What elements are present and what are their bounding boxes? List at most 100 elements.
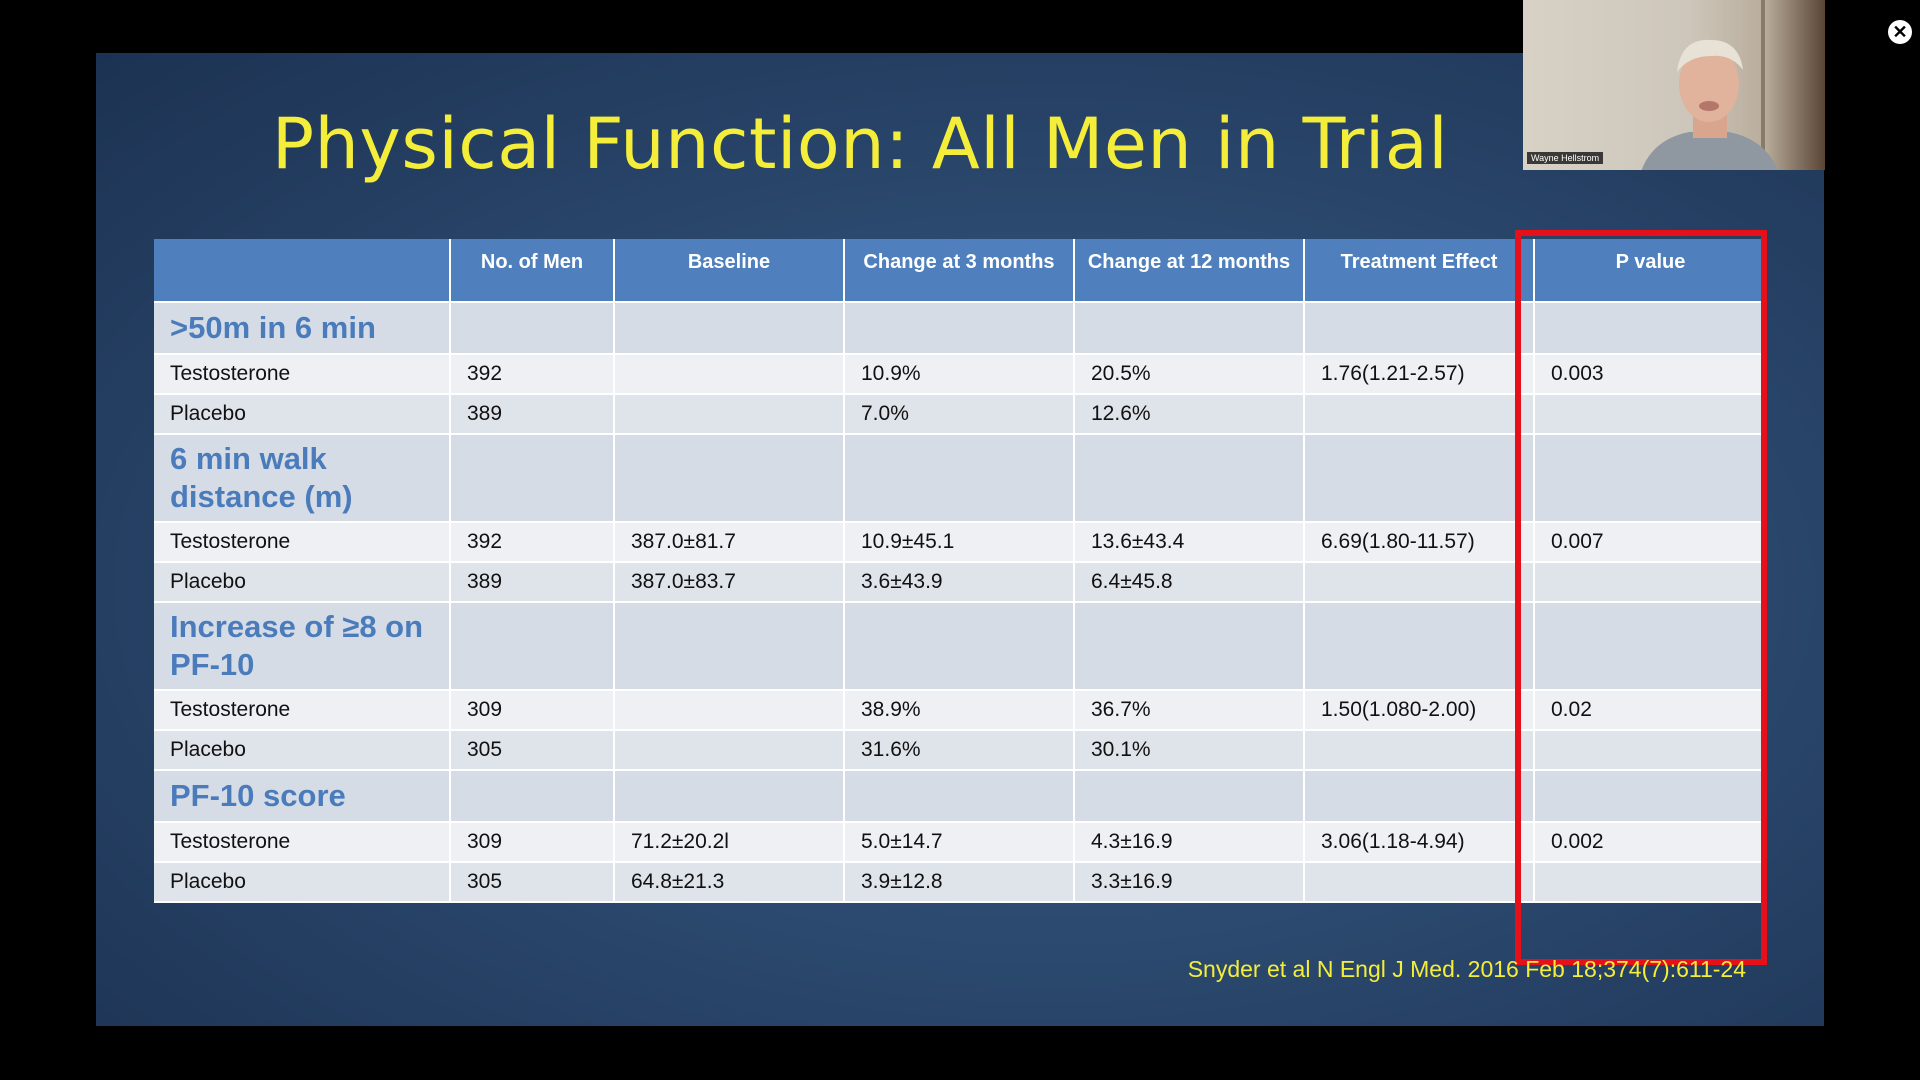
header-cell: No. of Men — [450, 239, 615, 303]
header-cell: Baseline — [614, 239, 845, 303]
header-cell: Treatment Effect — [1304, 239, 1535, 303]
table-row: Placebo 389 7.0% 12.6% — [154, 394, 1766, 435]
table-row: Placebo 389 387.0±83.7 3.6±43.9 6.4±45.8 — [154, 562, 1766, 603]
table-cell: 6.69(1.80-11.57) — [1304, 522, 1535, 563]
table-cell: 4.3±16.9 — [1074, 822, 1305, 863]
empty-cell — [844, 602, 1075, 691]
table-cell — [614, 730, 845, 771]
section-label: >50m in 6 min — [154, 302, 451, 355]
table-cell: 389 — [450, 562, 615, 603]
table-cell: 305 — [450, 730, 615, 771]
empty-cell — [1304, 770, 1535, 823]
table-cell: 64.8±21.3 — [614, 862, 845, 903]
table-row: Testosterone 309 38.9% 36.7% 1.50(1.080-2.00… — [154, 690, 1766, 731]
table-cell: 10.9% — [844, 354, 1075, 395]
empty-cell — [614, 770, 845, 823]
section-label: Increase of ≥8 on PF-10 — [154, 602, 451, 691]
table-cell: 3.06(1.18-4.94) — [1304, 822, 1535, 863]
section-header-row: >50m in 6 min — [154, 302, 1766, 355]
empty-cell — [1074, 434, 1305, 523]
table-cell: Testosterone — [154, 522, 451, 563]
presentation-slide: Physical Function: All Men in Trial No. … — [96, 53, 1824, 1026]
table-cell: 389 — [450, 394, 615, 435]
close-icon: ✕ — [1892, 22, 1908, 42]
table-cell — [1304, 730, 1535, 771]
empty-cell — [844, 302, 1075, 355]
p-value-highlight-box — [1515, 230, 1767, 965]
table-cell: 0.02 — [1534, 690, 1766, 731]
table-cell: 0.002 — [1534, 822, 1766, 863]
section-header-row: PF-10 score — [154, 770, 1766, 823]
background-door-frame — [1761, 0, 1765, 170]
table-cell — [1534, 730, 1766, 771]
table-cell — [614, 354, 845, 395]
empty-cell — [450, 770, 615, 823]
table-cell: 309 — [450, 690, 615, 731]
table-cell: 309 — [450, 822, 615, 863]
empty-cell — [450, 302, 615, 355]
table-cell: 38.9% — [844, 690, 1075, 731]
table-row: Testosterone 392 10.9% 20.5% 1.76(1.21-2.57)… — [154, 354, 1766, 395]
section-label: 6 min walk distance (m) — [154, 434, 451, 523]
table-cell: 36.7% — [1074, 690, 1305, 731]
empty-cell — [450, 602, 615, 691]
empty-cell — [614, 602, 845, 691]
table-cell: 7.0% — [844, 394, 1075, 435]
table-cell — [1534, 862, 1766, 903]
table-cell — [614, 690, 845, 731]
table-cell: Testosterone — [154, 822, 451, 863]
table-cell: 387.0±83.7 — [614, 562, 845, 603]
table-cell — [1304, 562, 1535, 603]
participant-video-icon — [1641, 39, 1779, 170]
empty-cell — [614, 302, 845, 355]
table-cell: 3.3±16.9 — [1074, 862, 1305, 903]
empty-cell — [1074, 770, 1305, 823]
empty-cell — [614, 434, 845, 523]
table-cell: 13.6±43.4 — [1074, 522, 1305, 563]
table-cell: 3.9±12.8 — [844, 862, 1075, 903]
empty-cell — [1074, 602, 1305, 691]
section-header-row: 6 min walk distance (m) — [154, 434, 1766, 523]
table-cell: Testosterone — [154, 354, 451, 395]
header-cell: Change at 3 months — [844, 239, 1075, 303]
table-cell: 10.9±45.1 — [844, 522, 1075, 563]
table-cell: 305 — [450, 862, 615, 903]
empty-cell — [1304, 434, 1535, 523]
empty-cell — [844, 434, 1075, 523]
section-label: PF-10 score — [154, 770, 451, 823]
empty-cell — [1304, 302, 1535, 355]
webcam-thumbnail[interactable]: Wayne Hellstrom — [1523, 0, 1825, 170]
participant-name-tag: Wayne Hellstrom — [1527, 152, 1604, 164]
table-cell: Placebo — [154, 862, 451, 903]
empty-cell — [844, 770, 1075, 823]
table-cell: Testosterone — [154, 690, 451, 731]
empty-cell — [1534, 434, 1766, 523]
header-cell: Change at 12 months — [1074, 239, 1305, 303]
table-cell: 1.50(1.080-2.00) — [1304, 690, 1535, 731]
close-button[interactable]: ✕ — [1888, 20, 1912, 44]
table-cell — [614, 394, 845, 435]
table-cell: Placebo — [154, 394, 451, 435]
table-row: Placebo 305 64.8±21.3 3.9±12.8 3.3±16.9 — [154, 862, 1766, 903]
table-header-row: No. of Men Baseline Change at 3 months C… — [154, 239, 1766, 303]
empty-cell — [1534, 770, 1766, 823]
table-row: Testosterone 392 387.0±81.7 10.9±45.1 13.6±4… — [154, 522, 1766, 563]
empty-cell — [1304, 602, 1535, 691]
table-cell: 0.007 — [1534, 522, 1766, 563]
section-header-row: Increase of ≥8 on PF-10 — [154, 602, 1766, 691]
header-cell: P value — [1534, 239, 1766, 303]
table-cell: Placebo — [154, 562, 451, 603]
table-row: Placebo 305 31.6% 30.1% — [154, 730, 1766, 771]
table-cell: 6.4±45.8 — [1074, 562, 1305, 603]
table-cell: 0.003 — [1534, 354, 1766, 395]
empty-cell — [1534, 602, 1766, 691]
table-cell: Placebo — [154, 730, 451, 771]
table-cell: 392 — [450, 522, 615, 563]
citation: Snyder et al N Engl J Med. 2016 Feb 18;3… — [1187, 956, 1746, 982]
slide-title: Physical Function: All Men in Trial — [271, 103, 1449, 185]
table-cell: 392 — [450, 354, 615, 395]
table-cell — [1304, 394, 1535, 435]
header-cell — [154, 239, 451, 303]
empty-cell — [1534, 302, 1766, 355]
table-cell: 5.0±14.7 — [844, 822, 1075, 863]
